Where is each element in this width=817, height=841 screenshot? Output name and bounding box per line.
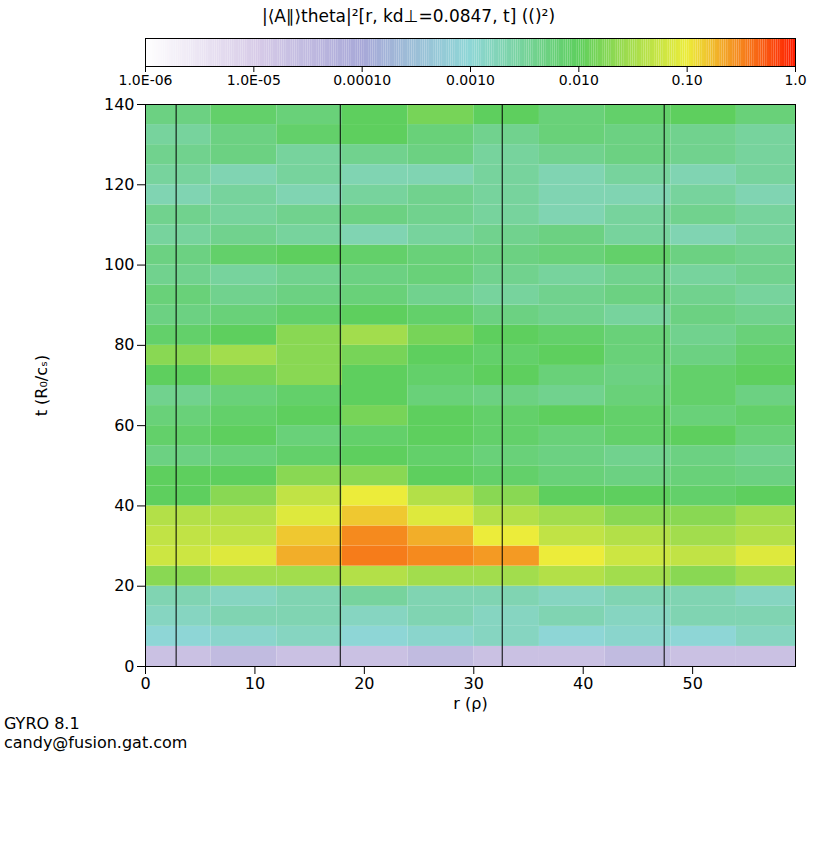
svg-text:40: 40: [114, 496, 134, 515]
svg-text:60: 60: [114, 416, 134, 435]
svg-text:140: 140: [104, 95, 135, 114]
svg-text:0: 0: [140, 674, 150, 693]
svg-text:0.00010: 0.00010: [333, 72, 391, 88]
svg-text:r (ρ): r (ρ): [453, 694, 487, 713]
html-text:GYRO 8.1: GYRO 8.1: [4, 714, 80, 733]
svg-text:t (R₀/cₛ): t (R₀/cₛ): [32, 355, 51, 417]
html-text:candy@fusion.gat.com: candy@fusion.gat.com: [4, 733, 188, 752]
svg-text:50: 50: [682, 674, 702, 693]
svg-text:120: 120: [104, 175, 135, 194]
svg-text:0: 0: [124, 657, 134, 676]
svg-text:40: 40: [573, 674, 593, 693]
svg-text:20: 20: [354, 674, 374, 693]
svg-text:0.010: 0.010: [559, 72, 599, 88]
svg-text:1.0: 1.0: [784, 72, 806, 88]
svg-text:30: 30: [464, 674, 484, 693]
svg-text:1.0E-06: 1.0E-06: [119, 72, 173, 88]
svg-text:80: 80: [114, 335, 134, 354]
html-text:|⟨A∥⟩theta|²[r, kd⊥=0.0847, t]: |⟨A∥⟩theta|²[r, kd⊥=0.0847, t] (()²): [261, 6, 555, 26]
svg-text:1.0E-05: 1.0E-05: [227, 72, 281, 88]
svg-text:100: 100: [104, 255, 135, 274]
svg-text:10: 10: [245, 674, 265, 693]
svg-text:20: 20: [114, 576, 134, 595]
svg-text:0.0010: 0.0010: [446, 72, 495, 88]
svg-text:0.10: 0.10: [672, 72, 703, 88]
